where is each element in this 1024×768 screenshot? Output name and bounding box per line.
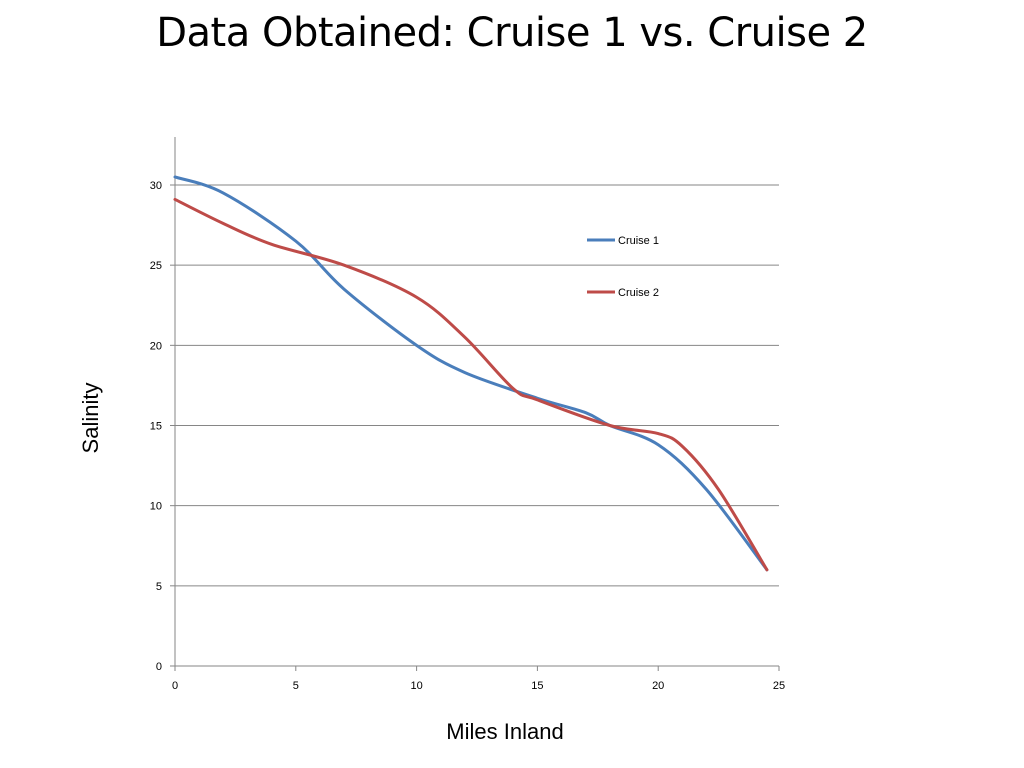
x-tick-label-0: 0: [172, 680, 178, 692]
axis-ticks: 0 5 10 15 20 25 30 0 5 10 15 20 25: [150, 180, 785, 692]
y-tick-label-30: 30: [150, 180, 162, 192]
y-tick-label-0: 0: [156, 661, 162, 673]
y-tick-label-5: 5: [156, 581, 162, 593]
x-tick-label-10: 10: [410, 680, 422, 692]
axes: [174, 137, 779, 667]
x-tick-label-20: 20: [652, 680, 664, 692]
series-lines: [173, 175, 769, 572]
y-axis-title: Salinity: [78, 383, 103, 454]
series-line-cruise-2: [173, 197, 769, 572]
y-tick-label-20: 20: [150, 340, 162, 352]
x-tick-label-5: 5: [293, 680, 299, 692]
gridlines: [175, 184, 779, 587]
y-tick-label-15: 15: [150, 421, 162, 433]
legend-label-cruise-2: Cruise 2: [618, 287, 659, 299]
x-axis-title: Miles Inland: [446, 719, 563, 744]
legend-item-cruise-1: Cruise 1: [587, 235, 659, 247]
legend-item-cruise-2: Cruise 2: [587, 287, 659, 299]
y-tick-label-10: 10: [150, 501, 162, 513]
x-tick-label-25: 25: [773, 680, 785, 692]
y-tick-label-25: 25: [150, 260, 162, 272]
legend-label-cruise-1: Cruise 1: [618, 235, 659, 247]
legend: Cruise 1 Cruise 2: [587, 235, 659, 299]
series-line-cruise-1: [173, 175, 769, 572]
x-tick-label-15: 15: [531, 680, 543, 692]
page-title: Data Obtained: Cruise 1 vs. Cruise 2: [156, 10, 868, 56]
